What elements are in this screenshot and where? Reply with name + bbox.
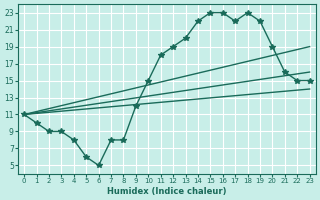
X-axis label: Humidex (Indice chaleur): Humidex (Indice chaleur) — [107, 187, 227, 196]
